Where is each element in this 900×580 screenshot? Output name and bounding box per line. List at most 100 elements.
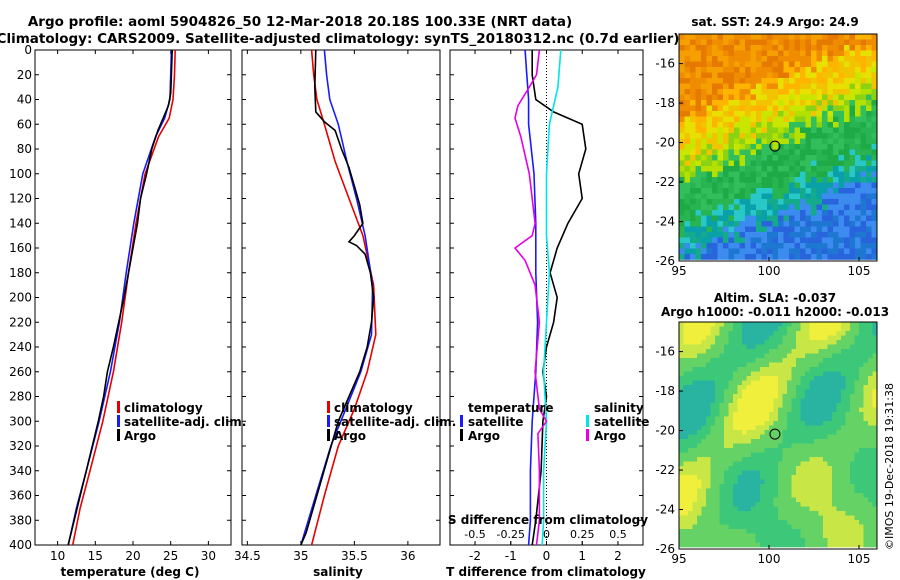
map-cell (796, 452, 801, 458)
map-cell (854, 326, 860, 332)
copyright-label: ©IMOS 19-Dec-2018 19:31:38 (883, 383, 896, 550)
map-cell (850, 416, 855, 422)
map-cell (818, 439, 824, 444)
map-cell (809, 358, 815, 363)
map-cell (855, 232, 861, 238)
map-cell (706, 493, 711, 498)
map-cell (701, 434, 707, 440)
map-cell (872, 416, 878, 422)
map-cell (818, 470, 824, 476)
map-cell (841, 376, 846, 381)
map-cell (679, 133, 685, 139)
map-cell (723, 83, 729, 90)
map-cell (679, 367, 684, 372)
map-cell (827, 331, 833, 336)
map-cell (719, 470, 725, 476)
map-cell (746, 520, 752, 525)
map-cell (701, 322, 707, 327)
map-cell (841, 502, 846, 507)
map-cell (728, 398, 734, 404)
map-cell (683, 407, 689, 413)
map-cell (706, 340, 711, 345)
map-cell (871, 56, 878, 62)
map-cell (845, 412, 851, 417)
map-cell (746, 542, 752, 548)
map-cell (844, 149, 850, 156)
map-cell (814, 529, 819, 534)
map-cell (833, 138, 839, 145)
map-cell (822, 226, 828, 233)
map-cell (710, 380, 716, 386)
map-cell (688, 529, 693, 534)
map-cell (809, 349, 815, 354)
map-cell (746, 457, 752, 462)
map-cell (723, 204, 729, 211)
map-cell (796, 470, 801, 476)
depth-tick-label: 380 (9, 513, 32, 527)
map-cell (872, 506, 878, 512)
map-cell (818, 367, 824, 372)
map-cell (728, 232, 735, 238)
map-cell (701, 111, 707, 117)
map-cell (800, 389, 806, 395)
map-cell (733, 542, 738, 548)
depth-tick-label: 240 (9, 340, 32, 354)
map-cell (822, 116, 828, 123)
map-cell (723, 182, 729, 189)
map-cell (822, 171, 828, 178)
map-cell (706, 254, 713, 260)
map-cell (715, 416, 720, 422)
map-cell (855, 177, 861, 183)
map-cell (854, 452, 860, 458)
map-cell (791, 344, 797, 350)
map-cell (838, 243, 845, 249)
map-cell (701, 488, 707, 494)
map-cell (818, 389, 824, 395)
map-cell (844, 100, 850, 106)
map-cell (833, 89, 839, 95)
map-cell (701, 94, 707, 101)
map-cell (844, 89, 850, 95)
map-cell (827, 385, 833, 390)
map-cell (746, 488, 752, 494)
map-cell (717, 100, 724, 106)
map-cell (805, 83, 812, 90)
map-cell (816, 226, 823, 233)
map-cell (811, 254, 817, 260)
map-cell (724, 385, 729, 390)
map-cell (791, 520, 797, 525)
map-cell (822, 133, 828, 139)
map-cell (755, 335, 761, 341)
map-cell (796, 533, 801, 539)
map-cell (782, 407, 788, 413)
map-cell (805, 425, 810, 431)
map-cell (745, 243, 751, 249)
tick-layer: 0204060801001201401601802002202402602803… (9, 43, 643, 563)
map-cell (697, 326, 702, 332)
map-cell (706, 434, 711, 440)
map-cell (778, 484, 783, 489)
map-cell (679, 470, 684, 476)
map-cell (836, 533, 842, 539)
map-cell (800, 353, 806, 359)
map-cell (816, 72, 823, 79)
map-cell (796, 425, 801, 431)
map-cell (717, 204, 724, 211)
map-cell (850, 389, 855, 395)
map-cell (679, 425, 684, 431)
map-cell (769, 484, 774, 489)
map-cell (701, 204, 707, 211)
map-cell (849, 72, 856, 79)
map-cell (838, 160, 845, 167)
map-cell (742, 331, 747, 336)
map-cell (827, 78, 834, 84)
map-cell (769, 353, 774, 359)
map-cell (855, 34, 861, 40)
map-cell (719, 533, 725, 539)
map-cell (706, 72, 713, 79)
map-cell (805, 237, 812, 244)
map-cell (805, 502, 810, 507)
map-cell (710, 452, 716, 458)
map-cell (764, 502, 770, 507)
map-cell (809, 511, 815, 516)
